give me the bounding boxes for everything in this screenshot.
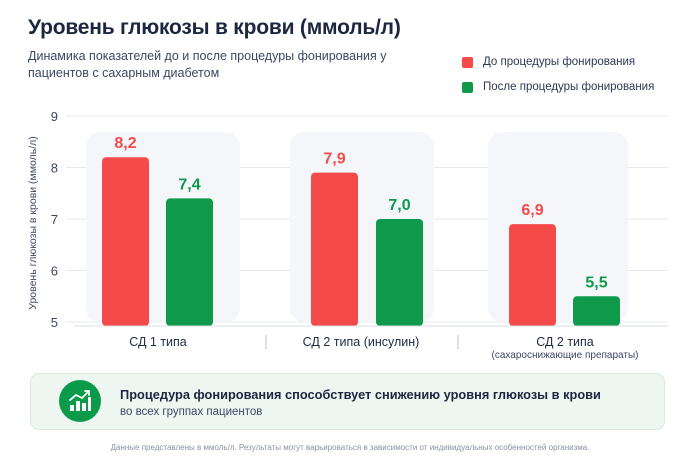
y-tick-label: 5 <box>51 315 58 330</box>
x-category-label: СД 1 типа <box>129 335 187 349</box>
data-label: 7,9 <box>323 151 345 168</box>
bar-after <box>166 198 213 326</box>
y-tick-label: 9 <box>51 109 58 124</box>
footnote: Данные представлены в ммоль/л. Результат… <box>110 443 590 452</box>
data-label: 7,4 <box>178 176 200 193</box>
info-callout: Процедура фонирования способствует сниже… <box>30 373 665 430</box>
legend-item-before: До процедуры фонирования <box>462 54 654 70</box>
y-tick-label: 6 <box>51 264 58 279</box>
y-tick-label: 7 <box>51 212 58 227</box>
bar-chart: 5 6 7 8 9 Уровень глюкозы в крови (ммоль/л) 8,… <box>27 109 668 361</box>
data-label: 6,9 <box>521 202 543 219</box>
legend-swatch-after <box>462 81 473 93</box>
growth-chart-icon <box>59 380 101 422</box>
x-category-label: СД 2 типа <box>536 335 594 349</box>
legend-label-before: До процедуры фонирования <box>483 56 636 68</box>
chart-title: Уровень глюкозы в крови (ммоль/л) <box>28 16 401 39</box>
info-subtitle: во всех группах пациентов <box>120 406 263 418</box>
chart-subtitle: Динамика показателей до и после процедур… <box>28 49 387 80</box>
info-title: Процедура фонирования способствует сниже… <box>120 387 601 402</box>
bar-before <box>102 157 149 326</box>
data-label: 7,0 <box>388 197 410 214</box>
bar-before <box>509 224 556 326</box>
y-axis-label: Уровень глюкозы в крови (ммоль/л) <box>27 136 39 310</box>
data-label: 5,5 <box>585 274 607 291</box>
bar-before <box>311 172 358 326</box>
x-category-sublabel: (сахароснижающие препараты) <box>492 350 639 361</box>
y-tick-label: 8 <box>51 161 58 176</box>
legend: До процедуры фонирования После процедуры… <box>462 54 654 104</box>
x-category-label: СД 2 типа (инсулин) <box>303 335 420 349</box>
bar-after <box>573 296 620 326</box>
data-label: 8,2 <box>114 135 136 152</box>
legend-label-after: После процедуры фонирования <box>483 81 655 93</box>
legend-swatch-before <box>462 56 473 68</box>
bar-after <box>376 219 423 326</box>
legend-item-after: После процедуры фонирования <box>462 79 654 95</box>
